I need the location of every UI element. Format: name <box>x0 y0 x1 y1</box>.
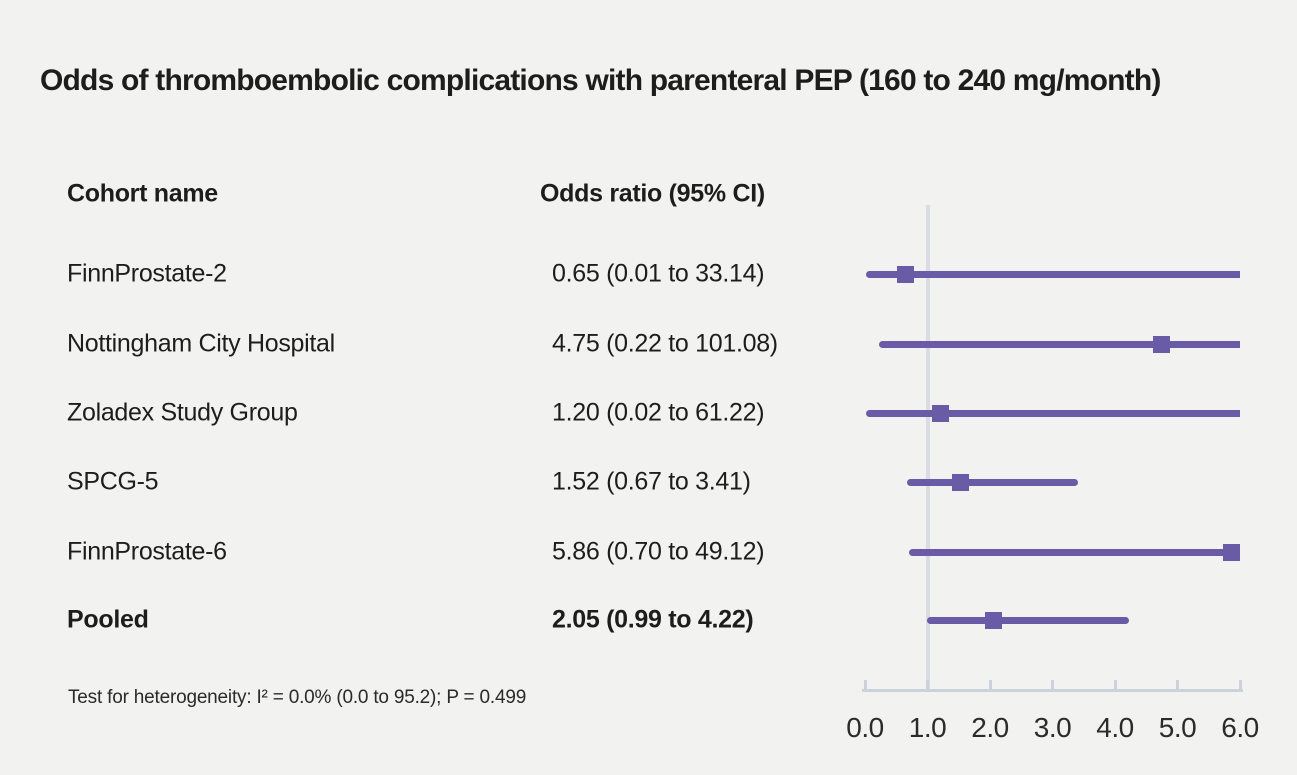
heterogeneity-footnote: Test for heterogeneity: I² = 0.0% (0.0 t… <box>68 687 527 708</box>
x-axis-tick <box>863 680 867 689</box>
x-axis-line <box>862 689 1243 692</box>
x-axis-tick <box>1051 680 1054 689</box>
page-title: Odds of thromboembolic complications wit… <box>40 64 1161 97</box>
cohort-name: FinnProstate-2 <box>67 259 227 288</box>
x-axis-tick-label: 0.0 <box>846 712 884 743</box>
x-axis-tick-label: 2.0 <box>971 712 1009 743</box>
ci-line <box>906 478 1079 486</box>
ci-line <box>908 548 1240 556</box>
cohort-name: Pooled <box>67 605 149 634</box>
ci-line <box>878 340 1240 348</box>
x-axis-tick <box>1176 680 1179 689</box>
x-axis-tick <box>988 680 992 689</box>
odds-ratio-value: 2.05 (0.99 to 4.22) <box>552 605 754 634</box>
odds-ratio-value: 1.20 (0.02 to 61.22) <box>552 398 765 427</box>
x-axis-tick-label: 3.0 <box>1033 712 1072 743</box>
cohort-name: FinnProstate-6 <box>67 537 227 566</box>
odds-ratio-value: 1.52 (0.67 to 3.41) <box>552 467 751 496</box>
odds-ratio-value: 5.86 (0.70 to 49.12) <box>552 537 765 566</box>
estimate-marker <box>897 265 915 283</box>
estimate-marker <box>984 611 1002 629</box>
odds-ratio-value: 0.65 (0.01 to 33.14) <box>552 259 765 288</box>
odds-ratio-value: 4.75 (0.22 to 101.08) <box>552 329 778 358</box>
x-axis-tick-label: 1.0 <box>908 712 947 743</box>
estimate-marker <box>951 473 969 491</box>
odds-ratio-header: Odds ratio (95% CI) <box>540 179 765 208</box>
estimate-marker <box>1153 335 1171 353</box>
cohort-name: Nottingham City Hospital <box>67 329 335 358</box>
ci-line <box>926 616 1129 624</box>
cohort-name: Zoladex Study Group <box>67 398 298 427</box>
x-axis-tick <box>1238 680 1242 689</box>
x-axis-tick-label: 5.0 <box>1158 712 1197 743</box>
estimate-marker <box>1222 543 1240 561</box>
x-axis-tick-label: 6.0 <box>1221 712 1259 743</box>
ci-line <box>865 270 1240 278</box>
x-axis-tick <box>1113 680 1117 689</box>
x-axis-tick <box>926 680 929 689</box>
estimate-marker <box>931 404 949 422</box>
cohort-name-header: Cohort name <box>67 179 218 208</box>
reference-line <box>925 205 930 689</box>
ci-line <box>866 409 1240 417</box>
x-axis-tick-label: 4.0 <box>1096 712 1134 743</box>
cohort-name: SPCG-5 <box>67 467 159 496</box>
